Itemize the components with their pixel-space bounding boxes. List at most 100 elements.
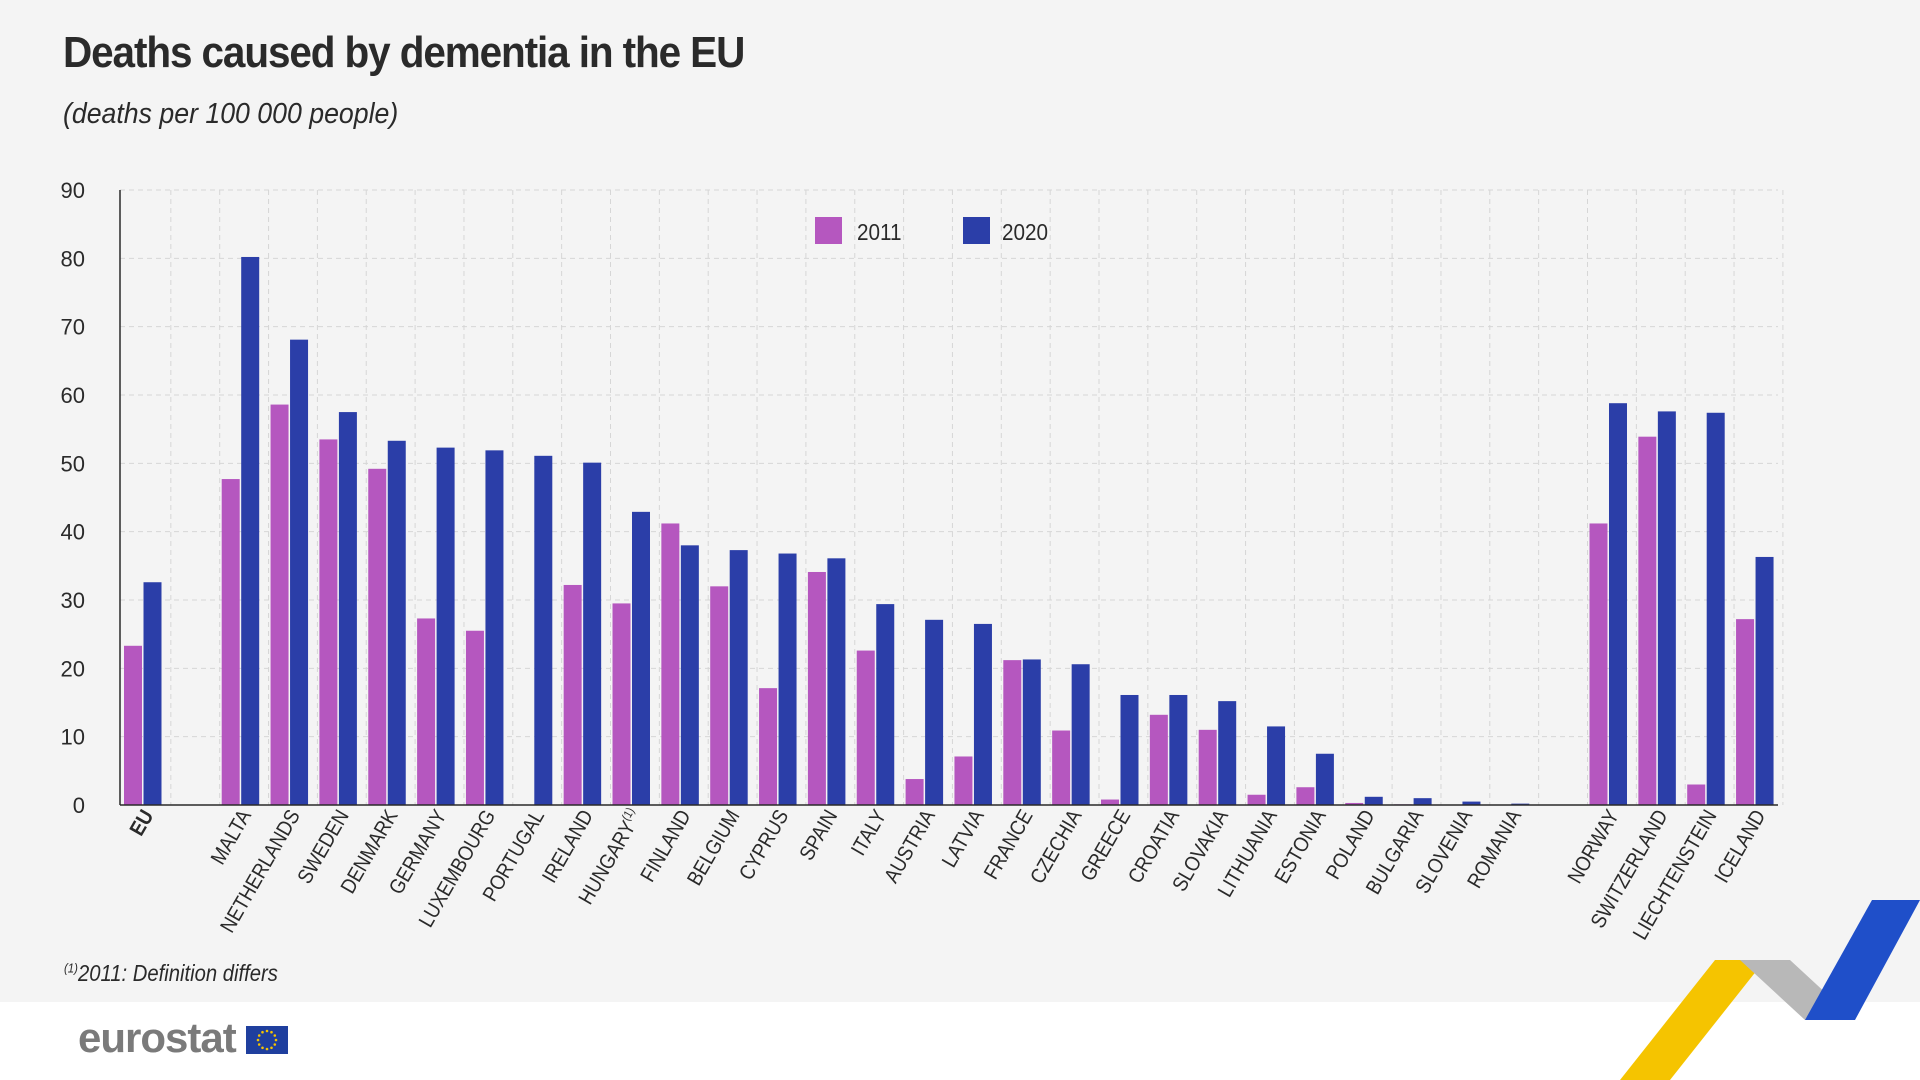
bar-2020-latvia (973, 623, 992, 805)
x-tick-label-malta: MALTA (207, 805, 257, 868)
flag-star (273, 1034, 277, 1037)
bar-2020-slovakia (1218, 701, 1237, 805)
bar-2011-greece (1101, 799, 1119, 805)
gridlines (120, 189, 1784, 805)
bar-2011-switzerland (1638, 436, 1657, 805)
flag-star (257, 1043, 261, 1046)
chart-subtitle: (deaths per 100 000 people) (63, 98, 399, 130)
legend-label-2020: 2020 (1002, 219, 1048, 245)
bar-2020-germany (436, 447, 455, 805)
x-tick-label-italy: ITALY (847, 806, 892, 860)
flag-star (273, 1043, 277, 1046)
bar-2020-hungary (632, 511, 650, 805)
eu-flag-icon (246, 1026, 288, 1054)
x-tick-label-spain: SPAIN (795, 806, 842, 864)
bar-2011-denmark (368, 468, 387, 805)
bar-2020-czechia (1071, 664, 1090, 805)
bar-2011-malta (221, 479, 240, 805)
bar-2020-austria (925, 619, 944, 805)
bar-2011-lithuania (1247, 794, 1266, 805)
flag-star (256, 1038, 260, 1042)
bar-2020-liechtenstein (1706, 412, 1725, 805)
bar-2020-eu (143, 582, 162, 805)
decor-blue-stripe (1805, 900, 1920, 1020)
bar-2020-belgium (729, 550, 748, 805)
bar-2020-cyprus (778, 553, 797, 805)
eurostat-logo: eurostat (78, 1014, 237, 1061)
bar-2011-belgium (710, 586, 729, 805)
bar-2020-bulgaria (1413, 798, 1432, 805)
bar-2020-ireland (583, 462, 602, 805)
footnote-mark: (1) (64, 960, 78, 976)
bar-2011-croatia (1149, 714, 1168, 805)
y-tick-labels: 0 10 20 30 40 50 60 70 80 90 (61, 178, 85, 818)
x-tick-label-latvia: LATVIA (938, 805, 990, 871)
bar-2020-portugal (534, 455, 553, 805)
flag-star (261, 1046, 264, 1050)
y-tick-label: 40 (61, 520, 85, 545)
bar-2011-hungary (612, 603, 631, 805)
bar-2020-sweden (338, 412, 357, 805)
flag-star (265, 1029, 269, 1033)
bar-2020-malta (241, 256, 260, 805)
bar-2011-netherlands (270, 404, 289, 805)
y-tick-label: 0 (73, 793, 85, 818)
bar-2020-italy (876, 604, 895, 805)
flag-star (274, 1038, 278, 1042)
y-tick-label: 50 (61, 451, 85, 476)
bar-2020-finland (680, 545, 699, 805)
y-tick-label: 10 (61, 725, 85, 750)
bar-2011-estonia (1296, 787, 1315, 805)
flag-star (270, 1030, 273, 1034)
bar-2011-cyprus (759, 688, 778, 805)
bar-2020-switzerland (1657, 411, 1676, 805)
bar-2011-ireland (563, 584, 582, 805)
eurostat-chevron-decoration (1620, 900, 1920, 1080)
y-tick-label: 90 (61, 178, 85, 203)
x-tick-labels: EU MALTANETHERLANDSSWEDENDENMARKGERMANYLU… (126, 805, 1771, 944)
y-tick-label: 70 (61, 315, 85, 340)
bar-2011-austria (905, 779, 924, 805)
legend-label-2011: 2011 (857, 219, 902, 245)
bar-2020-croatia (1169, 694, 1188, 805)
bar-2020-denmark (387, 440, 406, 805)
chart-title: Deaths caused by dementia in the EU (63, 28, 745, 77)
flag-star (270, 1046, 273, 1050)
bar-2011-latvia (954, 756, 973, 805)
bar-2020-poland (1364, 796, 1383, 805)
bar-2011-italy (856, 650, 875, 805)
flag-star (261, 1030, 264, 1034)
y-tick-label: 60 (61, 383, 85, 408)
bar-2011-spain (807, 571, 826, 805)
decor-yellow-stripe (1620, 960, 1765, 1080)
y-tick-label: 80 (61, 246, 85, 271)
axes (119, 190, 1778, 806)
x-tick-label-eu: EU (126, 806, 159, 840)
flag-star (265, 1047, 269, 1051)
bar-2020-iceland (1755, 556, 1774, 805)
footnote-text: 2011: Definition differs (77, 960, 278, 986)
bar-2011-germany (417, 618, 436, 805)
bars (124, 256, 1774, 805)
bar-2011-poland (1345, 802, 1364, 805)
y-tick-label: 20 (61, 656, 85, 681)
bar-2011-luxembourg (465, 630, 484, 805)
footnote: (1)2011: Definition differs (64, 960, 278, 987)
bar-2011-france (1003, 660, 1022, 805)
bar-2020-estonia (1315, 753, 1334, 805)
bar-2020-luxembourg (485, 450, 504, 805)
bar-2020-france (1022, 659, 1041, 805)
bar-2020-greece (1120, 694, 1139, 805)
bar-2011-czechia (1052, 730, 1071, 805)
bar-2011-iceland (1736, 619, 1755, 805)
bar-2020-lithuania (1267, 726, 1286, 805)
bar-2011-eu (124, 645, 142, 805)
legend: 2011 2020 (815, 217, 1048, 245)
legend-swatch-2011 (815, 217, 842, 244)
bar-2020-spain (827, 558, 846, 805)
bar-2011-norway (1589, 523, 1608, 805)
bar-2020-slovenia (1462, 801, 1481, 805)
flag-star (257, 1034, 261, 1037)
y-tick-label: 30 (61, 588, 85, 613)
